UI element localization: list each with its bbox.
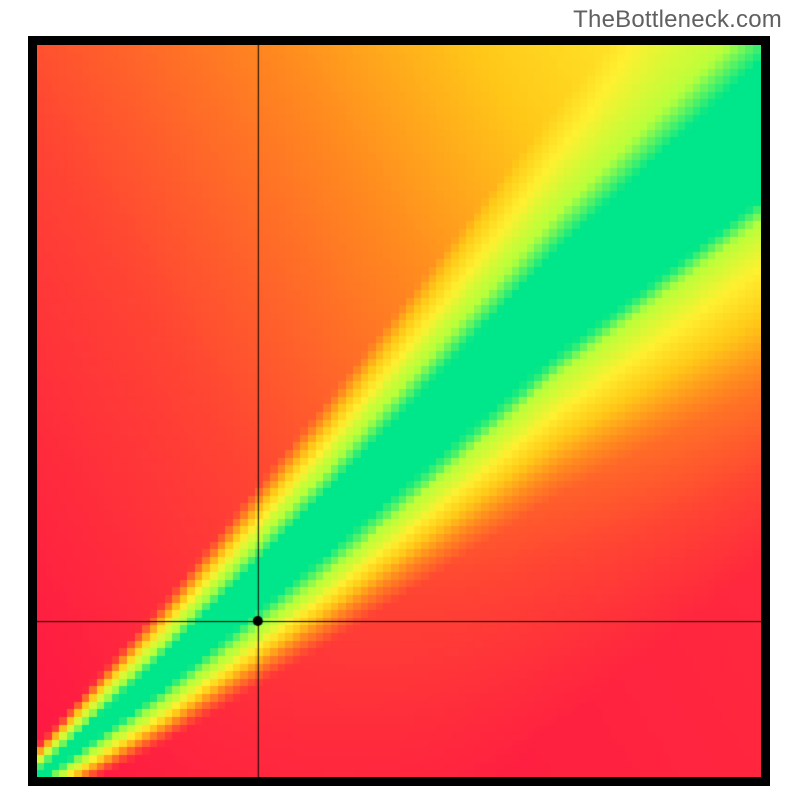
plot-frame — [28, 36, 770, 786]
watermark-label: TheBottleneck.com — [573, 6, 782, 34]
figure-container: TheBottleneck.com — [0, 0, 800, 800]
heatmap-canvas — [37, 45, 761, 777]
